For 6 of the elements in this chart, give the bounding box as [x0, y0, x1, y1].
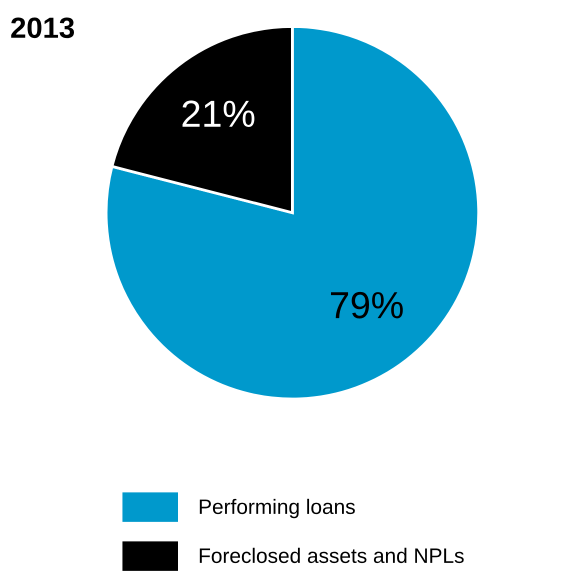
pie-slice	[104, 25, 480, 400]
legend-label: Foreclosed assets and NPLs	[200, 548, 464, 564]
chart-title: 2013	[11, 17, 74, 38]
legend-label: Performing loans	[200, 498, 355, 518]
data-label: 79%	[331, 292, 403, 318]
data-label: 21%	[182, 100, 254, 127]
